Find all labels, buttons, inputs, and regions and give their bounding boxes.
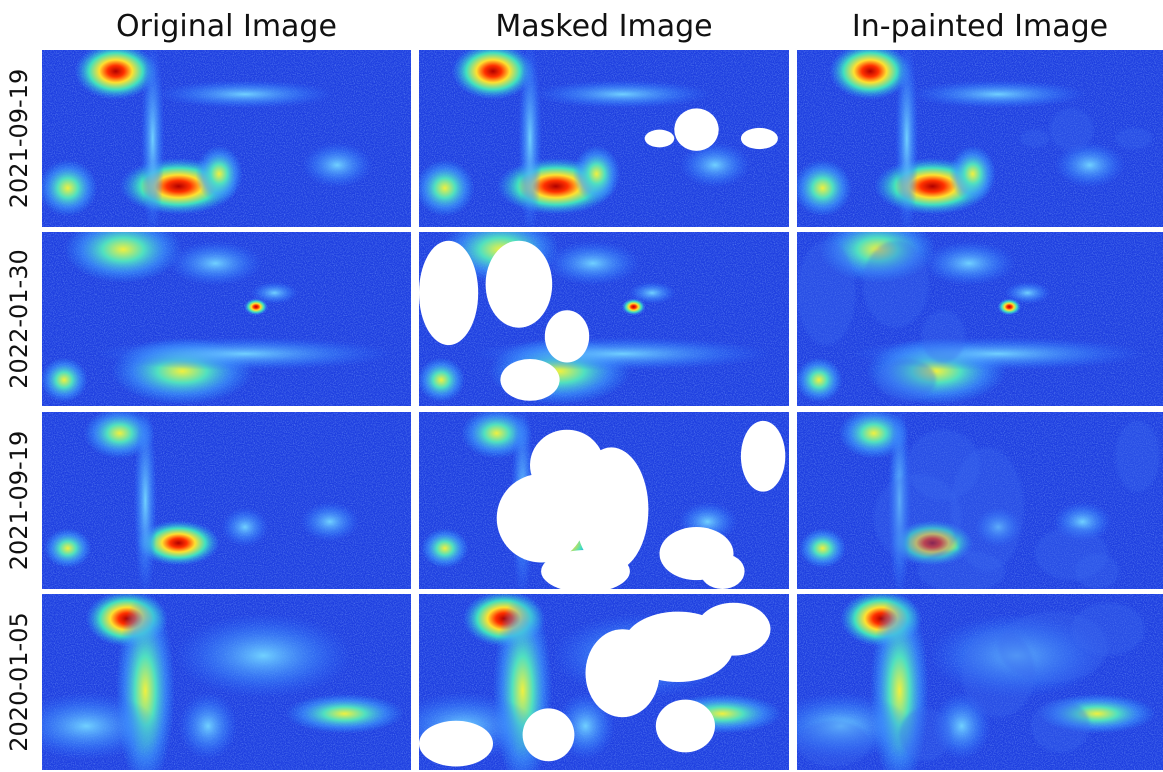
inpainted-region	[1031, 700, 1090, 753]
plume	[44, 528, 91, 568]
plume	[799, 528, 846, 568]
inpainted-region	[878, 359, 937, 401]
plume	[895, 39, 918, 237]
row-label: 2022-01-30	[5, 249, 33, 388]
plume	[251, 282, 298, 304]
mask-region	[486, 241, 553, 328]
mask-region	[541, 550, 630, 592]
mask-region	[419, 241, 478, 345]
plume	[796, 358, 843, 403]
mask-region	[697, 603, 771, 656]
inpainted-region	[1072, 603, 1145, 656]
image-panel	[793, 39, 1163, 237]
plume	[179, 692, 238, 760]
image-panel	[419, 401, 789, 599]
image-panel	[392, 590, 789, 772]
image-panel	[42, 401, 411, 599]
inpainted-region	[1115, 128, 1152, 149]
mask-region	[700, 554, 744, 589]
plume	[418, 358, 465, 403]
plume	[286, 694, 404, 733]
mask-region	[419, 721, 493, 767]
plume	[949, 146, 996, 203]
plume	[168, 241, 262, 286]
inpainted-region	[1050, 108, 1094, 150]
plume	[156, 80, 333, 108]
image-panel	[15, 590, 411, 772]
mask-region	[741, 421, 785, 492]
plume	[793, 160, 852, 217]
mask-region	[500, 359, 559, 401]
row-label: 2021-09-19	[5, 431, 33, 570]
column-title: In-painted Image	[852, 9, 1108, 44]
mask-region	[674, 108, 718, 150]
plume	[175, 613, 352, 697]
inpainted-region	[863, 241, 929, 328]
plume	[1004, 282, 1051, 304]
image-panel	[796, 216, 1163, 406]
row-label: 2021-09-19	[5, 69, 33, 208]
plume	[41, 358, 88, 403]
inpainted-region	[899, 708, 950, 761]
column-title: Original Image	[116, 9, 337, 44]
plume	[628, 282, 675, 304]
inpainted-region	[797, 241, 856, 345]
inpainted-region	[1075, 554, 1119, 589]
inpainted-region	[1020, 130, 1049, 148]
plume	[910, 80, 1086, 108]
plume	[196, 146, 243, 203]
plume	[38, 160, 97, 217]
inpainted-region	[918, 550, 1006, 592]
image-panel	[41, 216, 411, 406]
plume	[518, 39, 542, 237]
image-panel	[418, 216, 789, 406]
image-panel	[771, 590, 1163, 772]
image-panel	[415, 39, 789, 237]
mask-region	[656, 700, 715, 753]
plume	[97, 337, 392, 370]
inpainted-region	[874, 474, 962, 563]
plume	[922, 241, 1016, 286]
plume	[221, 507, 268, 547]
plume	[302, 142, 373, 187]
plume	[134, 401, 158, 599]
mask-region	[545, 310, 589, 362]
inpainted-region	[797, 721, 870, 767]
mask-region	[523, 708, 575, 761]
inpainted-region	[921, 310, 965, 362]
mask-region	[741, 128, 778, 149]
inpainted-region	[1115, 421, 1159, 492]
plume	[421, 528, 468, 568]
plume	[141, 39, 165, 237]
plume	[415, 160, 474, 217]
mask-region	[497, 474, 586, 563]
plume	[573, 146, 620, 203]
row-label: 2020-01-05	[5, 612, 33, 751]
plume	[300, 502, 359, 542]
image-panel	[797, 401, 1163, 599]
image-panel	[38, 39, 411, 237]
plume	[534, 80, 712, 108]
column-title: Masked Image	[495, 9, 712, 44]
plume	[546, 241, 641, 286]
plume	[15, 692, 157, 760]
figure: Original Image Masked Image In-painted Ima…	[0, 0, 1163, 772]
mask-region	[645, 130, 675, 148]
